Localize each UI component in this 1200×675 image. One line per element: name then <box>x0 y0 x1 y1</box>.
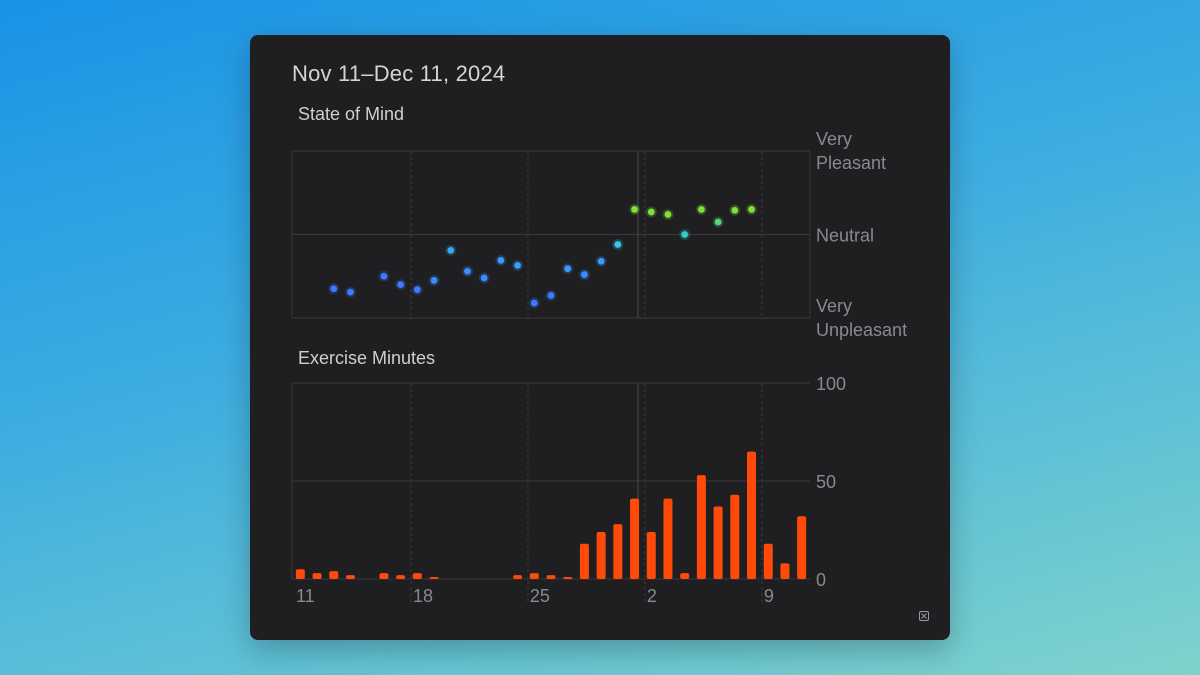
exercise-minutes-label: Exercise Minutes <box>298 348 435 368</box>
x-tick-label: 2 <box>647 586 657 606</box>
exercise-bar[interactable] <box>546 575 556 579</box>
x-axis: 11 18 25 2 9 <box>296 586 774 606</box>
exercise-bar[interactable] <box>596 531 606 579</box>
x-tick-label: 18 <box>413 586 433 606</box>
exercise-bar[interactable] <box>680 573 690 579</box>
exercise-bar[interactable] <box>295 569 305 579</box>
exercise-y-tick-label: 100 <box>816 374 846 394</box>
exercise-bar[interactable] <box>663 498 673 579</box>
exercise-bar[interactable] <box>730 494 740 579</box>
exercise-bar[interactable] <box>345 575 355 579</box>
exercise-bar[interactable] <box>412 573 422 579</box>
state-y-tick-label: Very Pleasant <box>816 129 886 173</box>
state-point[interactable] <box>697 206 705 213</box>
state-point[interactable] <box>581 271 588 278</box>
state-point[interactable] <box>631 206 638 213</box>
state-point[interactable] <box>614 241 622 248</box>
state-point[interactable] <box>347 288 354 296</box>
state-y-tick-label: Very Unpleasant <box>816 296 907 340</box>
exercise-bar[interactable] <box>713 506 723 579</box>
state-point[interactable] <box>480 274 488 282</box>
state-point[interactable] <box>330 285 338 293</box>
exercise-bar[interactable] <box>329 571 339 579</box>
exercise-bar[interactable] <box>797 516 807 579</box>
exercise-bar[interactable] <box>379 573 389 579</box>
x-tick-label: 25 <box>530 586 550 606</box>
state-point[interactable] <box>731 206 739 214</box>
state-point[interactable] <box>430 277 438 284</box>
state-point[interactable] <box>647 208 655 216</box>
exercise-bar[interactable] <box>763 543 773 579</box>
state-point[interactable] <box>547 292 555 299</box>
x-tick-label: 11 <box>296 586 315 606</box>
exercise-bar[interactable] <box>563 577 573 579</box>
state-point[interactable] <box>530 299 538 307</box>
exercise-bar[interactable] <box>780 563 790 579</box>
state-y-tick-label: Neutral <box>816 226 874 246</box>
state-of-mind-chart: State of Mind Very Pleasant Neutral Very Unpl… <box>291 104 907 340</box>
expand-icon[interactable] <box>918 610 930 622</box>
exercise-bar[interactable] <box>613 524 623 579</box>
exercise-bar[interactable] <box>579 543 589 579</box>
exercise-y-tick-label: 50 <box>816 472 836 492</box>
state-point[interactable] <box>748 206 755 213</box>
state-of-mind-label: State of Mind <box>298 104 404 124</box>
state-point[interactable] <box>514 261 521 269</box>
exercise-bar[interactable] <box>312 573 322 579</box>
charts-svg: State of Mind Very Pleasant Neutral Very Unpl… <box>291 104 907 606</box>
exercise-bar[interactable] <box>396 575 406 579</box>
state-point[interactable] <box>497 256 505 264</box>
exercise-bar[interactable] <box>529 573 539 579</box>
state-point[interactable] <box>413 286 421 294</box>
exercise-bar[interactable] <box>747 451 757 579</box>
state-point[interactable] <box>564 265 572 273</box>
state-point[interactable] <box>464 267 471 275</box>
exercise-bar[interactable] <box>630 498 640 579</box>
x-tick-label: 9 <box>764 586 774 606</box>
exercise-bar[interactable] <box>646 531 656 579</box>
exercise-y-tick-label: 0 <box>816 570 826 590</box>
date-range-title: Nov 11–Dec 11, 2024 <box>292 61 506 86</box>
state-point[interactable] <box>714 218 722 226</box>
exercise-bar[interactable] <box>513 575 523 579</box>
state-point[interactable] <box>664 211 672 218</box>
exercise-minutes-chart: Exercise Minutes 100 50 0 <box>291 348 846 605</box>
chart-card: Nov 11–Dec 11, 2024 State of Mind Very Ple… <box>250 35 950 640</box>
state-point[interactable] <box>397 281 405 288</box>
exercise-bar[interactable] <box>429 577 439 579</box>
exercise-bar[interactable] <box>696 475 706 579</box>
state-point[interactable] <box>380 272 388 280</box>
state-point[interactable] <box>447 246 455 254</box>
state-point[interactable] <box>681 231 689 238</box>
state-point[interactable] <box>597 257 605 265</box>
